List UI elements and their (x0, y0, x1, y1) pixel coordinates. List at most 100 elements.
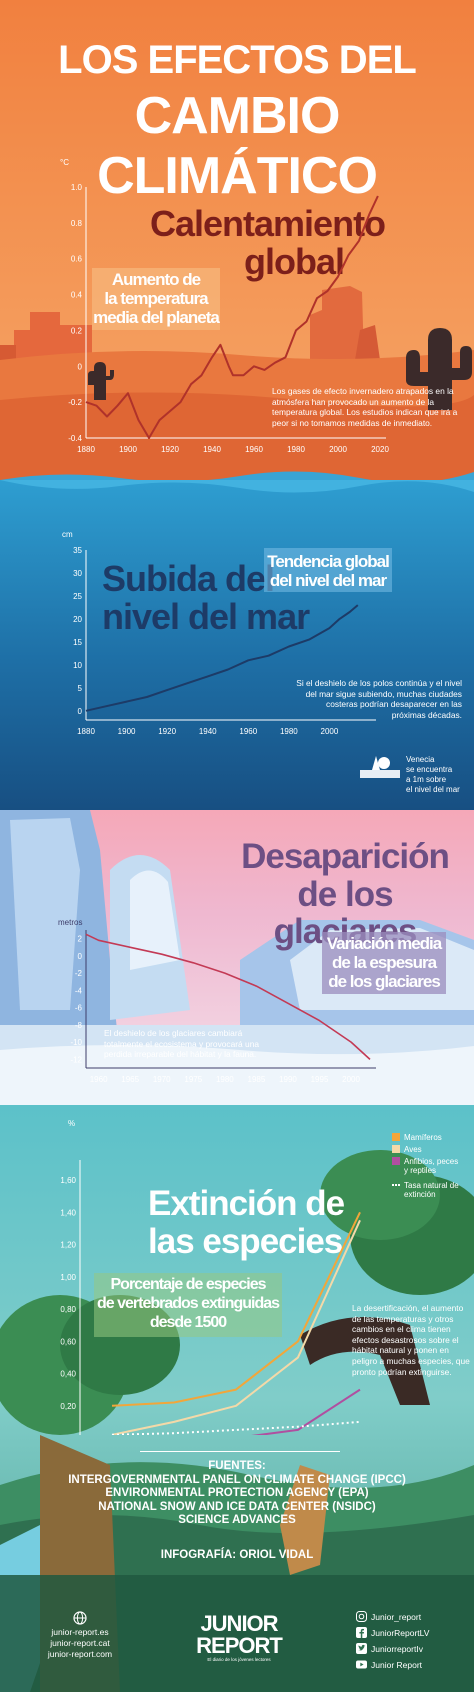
sea-label-line2: del nivel del mar (269, 571, 387, 590)
section-glaciers: Desaparición de los glaciares metros Var… (0, 810, 474, 1105)
y-tick-label: 0.8 (71, 219, 83, 228)
section-sea-level: cm Subida del nivel del mar Tendencia gl… (0, 480, 474, 810)
section-global-warming: LOS EFECTOS DEL CAMBIO CLIMÁTICO °C Cale… (0, 0, 474, 500)
section1-heading-line2: global (244, 241, 345, 282)
source-epa: ENVIRONMENTAL PROTECTION AGENCY (EPA) (105, 1487, 369, 1499)
website-cat[interactable]: junior-report.cat (50, 1638, 110, 1648)
y-tick-label: 0,20 (60, 1402, 76, 1411)
x-tick-label: 1980 (280, 727, 298, 736)
y-tick-label: -8 (75, 1021, 83, 1030)
temp-label-line1: Aumento de (111, 270, 201, 289)
section-extinction: % Extinción de las especies Porcentaje d… (0, 1105, 474, 1692)
temp-axis-unit: °C (60, 158, 69, 167)
x-tick-label: 1990 (279, 1075, 297, 1084)
source-nsidc: NATIONAL SNOW AND ICE DATA CENTER (NSIDC… (98, 1500, 376, 1513)
extinction-label-line1: Porcentaje de especies (110, 1276, 267, 1293)
y-tick-label: -10 (70, 1038, 82, 1047)
venice-note-line2: se encuentra (406, 765, 453, 774)
facebook-icon (356, 1627, 367, 1638)
legend-swatch-amphibians (392, 1157, 400, 1165)
y-tick-label: 0.6 (71, 255, 83, 264)
social-facebook[interactable]: JuniorReportLV (356, 1627, 429, 1638)
sea-level-chart: 35 30 25 20 15 10 5 0 1880 1900 1920 1940 1960 1980 20… (73, 546, 376, 736)
glacier-label-line2: de la espesura (331, 953, 437, 972)
legend-item-natural-rate: Tasa natural de extinción (392, 1181, 462, 1199)
x-tick-label: 2000 (342, 1075, 360, 1084)
venice-note-line4: el nivel del mar (406, 785, 460, 794)
forest-background (0, 1150, 474, 1692)
glacier-label-box: Variación media de la espesura de los gl… (322, 932, 446, 994)
y-tick-label: 1.0 (71, 183, 83, 192)
legend-label-mammals: Mamíferos (404, 1133, 442, 1142)
extinction-chart: 1,601,401,201,000,800,600,400,2001500-16… (60, 1160, 361, 1435)
social-links: Junior_report JuniorReportLV Juniorrepor… (356, 1611, 429, 1675)
x-tick-label: 1900 (118, 727, 136, 736)
sea-label-box: Tendencia global del nivel del mar (264, 548, 392, 592)
website-com[interactable]: junior-report.com (47, 1649, 113, 1659)
youtube-icon (356, 1660, 367, 1669)
globe-icon (73, 1611, 87, 1625)
sources-title: FUENTES: (208, 1460, 266, 1472)
x-tick-label: 1960 (245, 445, 263, 454)
footer-divider (140, 1451, 340, 1452)
venice-note-line1: Venecia (406, 755, 435, 764)
series-line-1 (111, 1219, 361, 1435)
series-line-0 (85, 604, 359, 712)
y-tick-label: 2 (78, 935, 83, 944)
social-instagram[interactable]: Junior_report (356, 1611, 429, 1622)
sea-axis-unit: cm (62, 530, 73, 539)
social-twitter-handle: JuniorreportIv (371, 1643, 423, 1654)
y-tick-label: 30 (73, 569, 82, 578)
x-tick-label: 1985 (248, 1075, 266, 1084)
y-tick-label: 0 (78, 707, 83, 716)
twitter-icon (356, 1643, 367, 1654)
x-tick-label: 1940 (199, 727, 217, 736)
y-tick-label: -0.4 (68, 434, 82, 443)
sea-label-line1: Tendencia global (267, 552, 390, 571)
ocean-background (0, 480, 474, 778)
y-tick-label: -0.2 (68, 398, 82, 407)
social-twitter[interactable]: JuniorreportIv (356, 1643, 429, 1654)
glacier-axis-unit: metros (58, 918, 83, 927)
x-tick-label: 1880 (77, 727, 95, 736)
section3-heading-line1: Desaparición (241, 837, 450, 876)
junior-report-logo: JUNIOR REPORT El diario de los jóvenes l… (194, 1613, 284, 1663)
instagram-icon (356, 1611, 367, 1622)
y-tick-label: 0.2 (71, 326, 83, 335)
y-tick-label: 35 (73, 546, 82, 555)
legend-label-natural-rate: Tasa natural de extinción (404, 1181, 459, 1199)
x-tick-label: 1980 (287, 445, 305, 454)
section4-body-text: La desertificación, el aumento de las te… (352, 1303, 470, 1377)
series-line-0 (85, 933, 371, 1060)
website-es[interactable]: junior-report.es (51, 1627, 109, 1637)
y-tick-label: 0,40 (60, 1370, 76, 1379)
series-line-3 (111, 1420, 361, 1435)
logo-tagline: El diario de los jóvenes lectores (207, 1657, 271, 1662)
x-tick-label: 1980 (216, 1075, 234, 1084)
x-tick-label: 1970 (153, 1075, 171, 1084)
series-line-0 (85, 195, 379, 439)
logo-line2: REPORT (196, 1633, 283, 1658)
temperature-chart: 1.0 0.8 0.6 0.4 0.2 0 -0.2 -0.4 1880 1900 1920 1940… (68, 183, 389, 454)
y-tick-label: -12 (70, 1055, 82, 1064)
section4-heading-line2: las especies (148, 1222, 343, 1261)
glacier-chart: 2 0 -2 -4 -6 -8 -10 -12 1960 1965 1970 1975 1980 1985… (70, 930, 376, 1084)
source-ipcc: INTERGOVERNMENTAL PANEL ON CLIMATE CHANG… (68, 1473, 406, 1486)
y-tick-label: 0 (72, 1434, 77, 1435)
glacier-label-line1: Variación media (326, 934, 442, 953)
y-tick-label: 1,00 (60, 1273, 76, 1282)
infographic-credit: INFOGRAFÍA: ORIOL VIDAL (160, 1549, 314, 1561)
temp-label-line3: media del planeta (93, 308, 220, 327)
y-tick-label: 1,20 (60, 1241, 76, 1250)
sources-block: FUENTES: INTERGOVERNMENTAL PANEL ON CLIM… (0, 1460, 474, 1528)
legend-item-mammals: Mamíferos (392, 1133, 462, 1142)
social-facebook-handle: JuniorReportLV (371, 1627, 430, 1638)
social-youtube[interactable]: Junior Report (356, 1659, 429, 1670)
x-tick-label: 2000 (321, 727, 339, 736)
y-tick-label: 0,60 (60, 1337, 76, 1346)
y-tick-label: 25 (73, 592, 82, 601)
section2-heading-line1: Subida del (102, 558, 275, 599)
y-tick-label: -2 (75, 969, 83, 978)
y-tick-label: 1,60 (60, 1176, 76, 1185)
page-title-line2: CAMBIO CLIMÁTICO (97, 87, 378, 205)
